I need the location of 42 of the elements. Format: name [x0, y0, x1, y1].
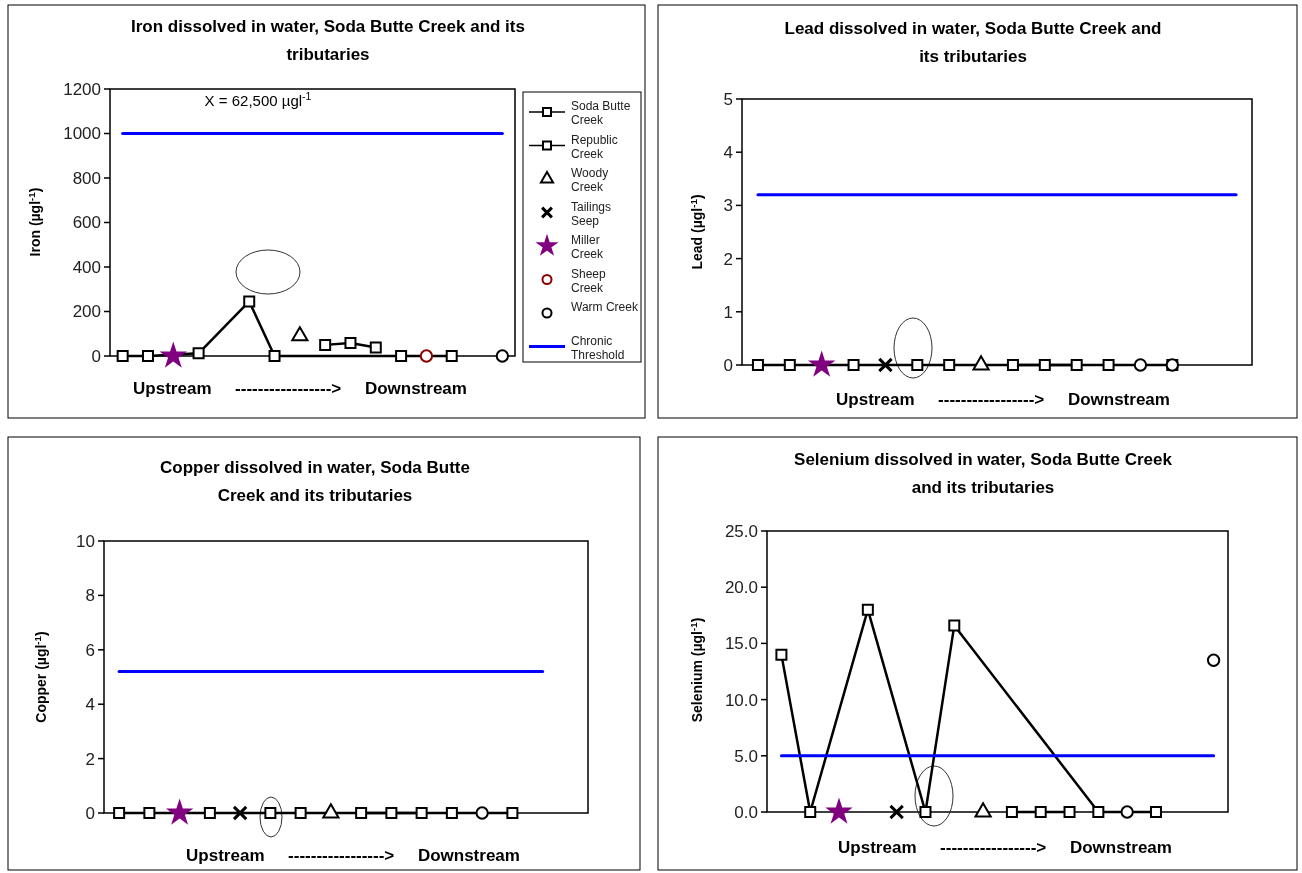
y-tick-label: 1000 [63, 124, 101, 144]
y-tick-label: 5.0 [734, 746, 758, 766]
y-tick-label: 0.0 [734, 802, 758, 822]
chart-title: Selenium dissolved in water, Soda Butte Creek and its tributaries [794, 450, 1173, 497]
y-tick-label: 8 [85, 586, 95, 606]
y-tick-label: 600 [72, 213, 101, 233]
y-tick-label: 2 [85, 749, 95, 769]
y-tick-label: 1 [723, 302, 733, 322]
y-tick-label: 1200 [63, 79, 101, 99]
annotation: X = 62,500 µgl$^{-1}$ [204, 90, 312, 109]
y-tick-label: 0 [723, 355, 733, 375]
y-tick-label: 15.0 [724, 634, 758, 654]
y-tick-label: 20.0 [724, 578, 758, 598]
y-tick-label: 5 [723, 89, 733, 109]
y-tick-label: 4 [85, 695, 95, 715]
y-tick-label: 400 [72, 257, 101, 277]
y-tick-label: 25.0 [724, 521, 758, 541]
y-tick-label: 2 [723, 249, 733, 269]
y-tick-label: 3 [723, 196, 733, 216]
y-tick-label: 6 [85, 640, 95, 660]
legend-label: Republic Creek [571, 132, 618, 161]
y-tick-label: 10 [76, 531, 95, 551]
legend-label: Warm Creek [571, 300, 639, 314]
x-axis-title: Upstream -----------------> Downstream [836, 390, 1170, 409]
y-tick-label: 200 [72, 302, 101, 322]
x-axis-title: Upstream -----------------> Downstream [133, 379, 467, 398]
legend-label: Soda Butte Creek [571, 99, 631, 127]
legend-label: Sheep Creek [571, 266, 607, 295]
x-axis-title: Upstream -----------------> Downstream [838, 838, 1172, 857]
chart-title: Iron dissolved in water, Soda Butte Creek and its tributaries [131, 17, 525, 64]
legend-label: Miller Creek [571, 233, 605, 261]
chart-title: Copper dissolved in water, Soda Butte Creek and its tributaries [160, 458, 470, 505]
chart-title: Lead dissolved in water, Soda Butte Creek and its tributaries [784, 19, 1162, 66]
y-tick-label: 10.0 [724, 690, 758, 710]
legend-label: Chronic Threshold [571, 333, 625, 362]
x-axis-title: Upstream -----------------> Downstream [186, 846, 520, 865]
y-tick-label: 0 [85, 803, 95, 823]
legend-label: Woody Creek [571, 166, 609, 194]
y-tick-label: 4 [723, 143, 733, 163]
y-tick-label: 800 [72, 168, 101, 188]
y-tick-label: 0 [91, 346, 101, 366]
legend-label: Tailings Seep [571, 199, 612, 228]
